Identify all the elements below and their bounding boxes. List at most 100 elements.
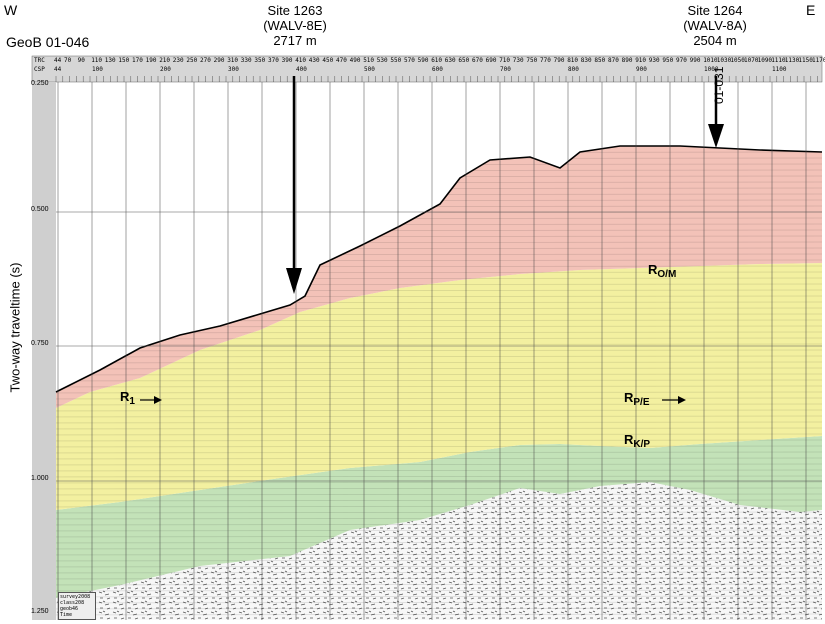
- trc-number: 370: [268, 57, 279, 64]
- trc-number: 550: [390, 57, 402, 64]
- trc-number: 530: [376, 57, 388, 64]
- trc-number: 510: [363, 57, 375, 64]
- trc-number: 410: [295, 57, 307, 64]
- y-axis: 0.250 0.500 0.750 1.000 1.250: [4, 76, 52, 616]
- trc-number: 830: [580, 57, 592, 64]
- rpe-arrow: [678, 396, 686, 404]
- legend-line: Time: [60, 612, 73, 618]
- trc-number: 70: [64, 57, 72, 64]
- east-label: E: [806, 2, 816, 18]
- csp-number: 100: [92, 66, 103, 73]
- trc-number: 150: [118, 57, 130, 64]
- y-tick: 0.500: [31, 206, 49, 213]
- trc-number: 890: [621, 57, 633, 64]
- trc-number: 430: [308, 57, 320, 64]
- profile-label: GeoB 01-046: [6, 34, 90, 50]
- csp-number: 500: [364, 66, 375, 73]
- trc-number: 690: [485, 57, 497, 64]
- trc-label: TRC: [34, 57, 45, 64]
- csp-number: 200: [160, 66, 171, 73]
- r1-arrow: [154, 396, 162, 404]
- trc-number: 570: [404, 57, 415, 64]
- csp-number: 1100: [772, 66, 787, 73]
- trc-number: 210: [159, 57, 171, 64]
- trc-number: 850: [594, 57, 606, 64]
- trace-header-strip: [31, 55, 823, 83]
- trc-number: 590: [417, 57, 429, 64]
- trc-number: 870: [608, 57, 619, 64]
- trc-number: 730: [512, 57, 524, 64]
- trc-number: 330: [240, 57, 252, 64]
- trc-number: 770: [540, 57, 551, 64]
- trc-number: 390: [281, 57, 293, 64]
- trc-number: 310: [227, 57, 239, 64]
- trc-number: 630: [444, 57, 456, 64]
- trc-number: 270: [200, 57, 211, 64]
- trc-number: 610: [431, 57, 443, 64]
- west-label: W: [4, 2, 18, 18]
- legend-line: survey2008: [60, 594, 91, 600]
- legend-line: class208: [60, 600, 85, 606]
- site-1264-label: Site 1264 (WALV-8A) 2504 m: [660, 3, 770, 48]
- trc-number: 910: [635, 57, 647, 64]
- csp-label: CSP: [34, 66, 45, 73]
- trc-number: 350: [254, 57, 266, 64]
- trc-number: 290: [213, 57, 225, 64]
- trc-number: 250: [186, 57, 198, 64]
- csp-number: 800: [568, 66, 579, 73]
- trc-number: 1130: [784, 57, 800, 64]
- trc-number: 750: [526, 57, 538, 64]
- csp-number: 400: [296, 66, 307, 73]
- trc-number: 790: [553, 57, 565, 64]
- csp-number: 600: [432, 66, 443, 73]
- trc-number: 930: [648, 57, 660, 64]
- site-1263-label: Site 1263 (WALV-8E) 2717 m: [240, 3, 350, 48]
- csp-start: 44: [54, 66, 62, 73]
- y-axis-label: Two-way traveltime (s): [7, 262, 23, 393]
- site-1264-name: Site 1264: [687, 3, 743, 18]
- site-1264-depth: 2504 m: [693, 33, 737, 48]
- trc-number: 1010: [703, 57, 718, 64]
- trc-number: 190: [145, 57, 157, 64]
- csp-number: 300: [228, 66, 239, 73]
- y-tick: 0.250: [31, 80, 49, 87]
- trc-number: 670: [472, 57, 483, 64]
- seafloor-line: [55, 145, 823, 393]
- y-tick: 0.750: [31, 340, 49, 347]
- trc-number: 230: [172, 57, 184, 64]
- trc-number: 490: [349, 57, 361, 64]
- trc-number: 130: [104, 57, 116, 64]
- rpe-label: RP/E: [624, 390, 650, 408]
- trc-number: 1070: [744, 57, 759, 64]
- trc-number: 110: [91, 57, 103, 64]
- trc-number: 90: [77, 57, 85, 64]
- r1-label: R1: [120, 389, 135, 407]
- csp-number: 900: [636, 66, 647, 73]
- trace-ticks: [55, 76, 818, 82]
- trc-number: 710: [499, 57, 511, 64]
- trc-number: 1110: [771, 57, 786, 64]
- trc-number: 470: [336, 57, 347, 64]
- csp-number: 700: [500, 66, 511, 73]
- crossing-line-label: 01-031: [712, 66, 726, 104]
- site-1263-arrow-head: [286, 268, 302, 294]
- trc-number: 450: [322, 57, 334, 64]
- trc-number: 170: [132, 57, 143, 64]
- rom-label: RO/M: [648, 262, 677, 280]
- rkp-label: RK/P: [624, 432, 651, 450]
- site-1263-name: Site 1263: [267, 3, 323, 18]
- site-1263-hole: (WALV-8E): [263, 18, 327, 33]
- site-1264-arrow-head: [708, 124, 724, 148]
- site-1264-hole: (WALV-8A): [683, 18, 747, 33]
- time-axis-bar: [32, 82, 56, 620]
- strata-texture: [56, 146, 822, 620]
- trace-gridlines: [57, 82, 807, 620]
- survey-legend: survey2008 class208 geob46 Time: [58, 592, 96, 620]
- trc-number: 1150: [798, 57, 813, 64]
- csp-number: 1000: [704, 66, 719, 73]
- trc-start: 44: [54, 57, 62, 64]
- legend-line: geob46: [60, 606, 79, 612]
- trc-number: 990: [689, 57, 701, 64]
- site-1263-depth: 2717 m: [273, 33, 317, 48]
